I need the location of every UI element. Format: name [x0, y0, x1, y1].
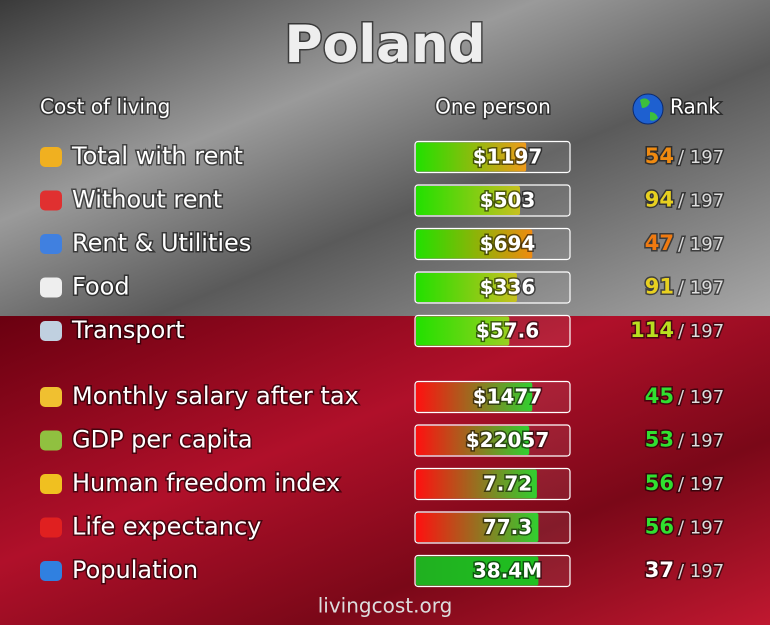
rank-of: / 197: [678, 518, 724, 539]
globe-icon: [632, 93, 664, 125]
row-label: Without rent: [72, 186, 222, 214]
bar-fill: [416, 273, 517, 302]
row-label: Life expectancy: [72, 513, 261, 541]
row-icon: [40, 517, 62, 538]
rank: 54: [645, 144, 674, 168]
row-icon: [40, 387, 62, 407]
row-label: Transport: [71, 316, 185, 344]
row-icon: [40, 147, 62, 167]
bar-value: $1477: [473, 385, 543, 409]
rank: 47: [645, 231, 674, 255]
rank: 91: [645, 275, 674, 299]
row-icon: [40, 277, 62, 298]
header-rank: Rank: [670, 95, 720, 119]
rank-of: / 197: [678, 474, 724, 495]
rank-of: / 197: [678, 321, 724, 342]
bar-value: $503: [480, 188, 536, 212]
header-label: Cost of living: [40, 95, 170, 119]
bar-fill: [416, 186, 521, 215]
row-label: GDP per capita: [72, 426, 253, 454]
footer: livingcost.org: [318, 594, 453, 618]
row-label: Food: [72, 273, 130, 301]
globe-land: [640, 98, 658, 121]
rank-of: / 197: [678, 147, 724, 168]
rank-of: / 197: [678, 278, 724, 299]
row-icon: [40, 430, 62, 451]
bar-value: $22057: [466, 428, 550, 452]
row-icon: [40, 474, 62, 494]
rank: 56: [645, 471, 674, 495]
rank: 114: [630, 318, 674, 342]
bar-value: 77.3: [483, 515, 532, 539]
rank: 37: [645, 558, 674, 582]
rank: 53: [645, 428, 674, 452]
row-label: Human freedom index: [72, 469, 340, 497]
rank: 45: [645, 384, 674, 408]
rank-of: / 197: [678, 561, 724, 582]
bar-fill: [416, 426, 530, 455]
row-icon: [40, 561, 62, 581]
bar-fill: [416, 556, 539, 586]
bar-value: $1197: [473, 145, 543, 169]
rank-of: / 197: [678, 191, 724, 212]
rank: 56: [645, 515, 674, 539]
bar-value: 7.72: [483, 472, 532, 496]
row-icon: [40, 234, 62, 254]
title: Poland: [285, 15, 486, 75]
row-label: Population: [72, 556, 198, 584]
row-label: Monthly salary after tax: [72, 382, 359, 410]
bar-fill: [416, 469, 537, 499]
header-value: One person: [435, 95, 551, 119]
bar-fill: [416, 142, 527, 172]
rank: 94: [645, 188, 674, 212]
row-label: Total with rent: [71, 142, 243, 170]
row-icon: [40, 321, 62, 341]
flag-red: [0, 316, 770, 625]
bar-fill: [416, 229, 533, 259]
bar-value: $57.6: [476, 319, 539, 343]
flag-white: [0, 0, 770, 316]
bar-fill: [416, 316, 510, 346]
row-label: Rent & Utilities: [72, 229, 251, 257]
rank-of: / 197: [678, 234, 724, 255]
row-icon: [40, 190, 62, 211]
bar-fill: [416, 513, 539, 542]
rank-of: / 197: [678, 387, 724, 408]
bar-value: $694: [480, 232, 536, 256]
bar-value: $336: [480, 275, 536, 299]
bar-fill: [416, 382, 533, 412]
rank-of: / 197: [678, 431, 724, 452]
bar-value: 38.4M: [473, 559, 542, 583]
